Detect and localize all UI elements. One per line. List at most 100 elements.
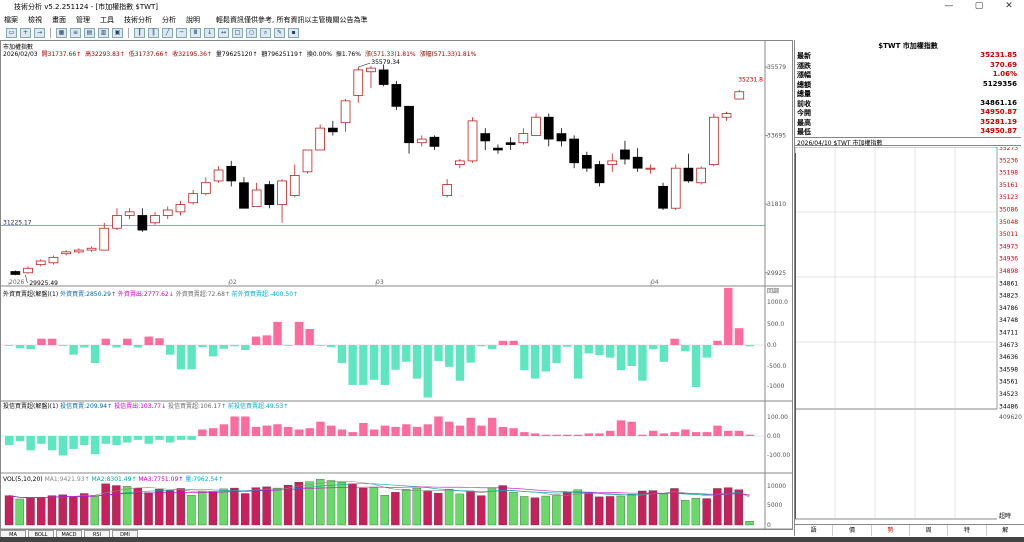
reference-label: 31225.17 — [3, 219, 32, 226]
candle-icon[interactable]: ┃ — [134, 27, 145, 38]
candle — [404, 105, 414, 144]
candle — [366, 67, 376, 73]
layout-3-icon[interactable]: ▣ — [112, 27, 123, 38]
quote-row: 總額 5129356 — [795, 80, 1021, 90]
pen-icon[interactable]: ✎ — [274, 27, 285, 38]
layout-2-icon[interactable]: ▥ — [98, 27, 109, 38]
chart-symbol-name: 市加權指數 — [3, 44, 34, 51]
maximize-button[interactable]: ▢ — [974, 1, 984, 11]
close-button[interactable]: ✕ — [1005, 1, 1013, 11]
volume-bar — [348, 483, 357, 526]
menu-tools[interactable]: 工具 — [100, 15, 114, 24]
foreign-bar — [348, 345, 357, 385]
foreign-bar — [595, 345, 604, 356]
volume-bar — [498, 485, 507, 526]
menu-screen[interactable]: 畫面 — [52, 15, 66, 24]
menu-analysis[interactable]: 分析 — [162, 15, 176, 24]
volume-bar — [552, 494, 561, 526]
save-icon[interactable]: ▪ — [288, 27, 299, 38]
window-icon[interactable]: ▭ — [6, 27, 17, 38]
month-label: 03 — [376, 279, 384, 286]
trust-bar — [165, 436, 175, 443]
quote-row-label: 最低 — [797, 128, 811, 136]
foreign-bar — [316, 345, 325, 346]
tab-price[interactable]: 價 — [833, 525, 872, 536]
intraday-axis-label: 34636 — [999, 354, 1018, 361]
chart-panel[interactable]: 市加權指數 2026/02/03 開31737.66↑ 高32293.83↑ 低… — [0, 40, 793, 530]
foreign-bar — [648, 345, 658, 350]
menu-manage[interactable]: 管理 — [76, 15, 90, 24]
minimize-button[interactable]: — — [944, 1, 954, 11]
window-title: 技術分析 v5.2.251124 - [市加權指數 $TWT] — [14, 2, 159, 11]
intraday-axis-label: 34861 — [999, 280, 1018, 287]
zoom-icon[interactable]: ⌕ — [260, 27, 271, 38]
candle — [632, 156, 643, 169]
foreign-bar — [273, 321, 282, 345]
layout-icon[interactable]: ▤ — [84, 27, 95, 38]
tab-week[interactable]: 周 — [910, 525, 949, 536]
foreign-bar — [26, 345, 35, 350]
volume-bar — [26, 497, 35, 526]
volume-bar — [423, 490, 432, 526]
high-pointer — [358, 62, 371, 68]
columns-icon[interactable]: Ⅲ — [190, 27, 201, 38]
foreign-bar — [455, 345, 465, 381]
candle — [645, 167, 656, 170]
quote-row-label: 前收 — [797, 99, 811, 108]
close-value: 收32195.36↑ — [172, 51, 212, 58]
bar-icon[interactable]: ║ — [148, 27, 159, 38]
tab-solve[interactable]: 解 — [987, 525, 1024, 536]
candle — [493, 147, 503, 151]
intraday-volume-label: 409620 — [999, 414, 1022, 421]
toolbar: ▭ + → ▦ ≡ ▤ ▥ ▣ ┃ ║ ╱ ─ Ⅲ ↓ ↔ □ ○ ⌕ ✎ ▪ — [0, 26, 1024, 39]
tab-trend[interactable]: 勢 — [872, 525, 910, 536]
trust-bar — [402, 424, 411, 436]
volume-bar — [659, 493, 668, 526]
quote-row-label: 漲幅 — [797, 71, 811, 79]
menu-tech-analysis[interactable]: 技術分析 — [124, 15, 152, 24]
tab-detail[interactable]: 語 — [795, 525, 834, 536]
arrow-right-icon[interactable]: → — [34, 27, 45, 38]
move-icon[interactable]: ↔ — [218, 27, 229, 38]
circle-icon[interactable]: ○ — [246, 27, 257, 38]
add-icon[interactable]: + — [20, 27, 31, 38]
chart-canvas[interactable]: 35579 33695 31810 29925 31225.17 35579.34 2992… — [1, 41, 792, 529]
list-icon[interactable]: ≡ — [70, 27, 81, 38]
foreign-bar — [638, 345, 647, 381]
intraday-chart[interactable]: 35273 35236 35198 35161 35123 35086 35048 35011… — [795, 147, 1024, 527]
quote-row-value: 34950.87 — [980, 127, 1017, 135]
menu-file[interactable]: 檔案 — [4, 15, 18, 24]
candle — [467, 120, 478, 162]
trust-bar — [670, 432, 679, 436]
menu-help[interactable]: 說明 — [186, 15, 200, 24]
volume-bar — [198, 491, 207, 526]
arrow-down-icon[interactable]: ↓ — [204, 27, 215, 38]
grid-icon[interactable]: ▦ — [56, 27, 67, 38]
rect-icon[interactable]: □ — [232, 27, 243, 38]
disclaimer-note: 輕鬆資訊僅供參考, 所有資訊以主管機關公告為準 — [216, 15, 368, 24]
foreign-bar — [713, 340, 722, 345]
volume-bar — [466, 490, 475, 526]
trust-bar — [391, 426, 400, 436]
tab-special[interactable]: 特 — [948, 525, 987, 536]
candle — [302, 149, 313, 173]
candle — [277, 180, 287, 205]
trust-bar — [316, 421, 325, 436]
foreign-bar — [284, 345, 293, 346]
line-icon[interactable]: ╱ — [162, 27, 173, 38]
trust-bar — [348, 432, 357, 436]
volume-bar — [337, 482, 346, 526]
trust-bar — [466, 417, 475, 436]
volume-bar — [69, 496, 78, 526]
foreign-axis-label: 1000.0 — [767, 299, 788, 306]
volume-bar — [240, 493, 250, 526]
hline-icon[interactable]: ─ — [176, 27, 187, 38]
menu-view[interactable]: 檢視 — [28, 15, 42, 24]
trust-bar — [273, 424, 282, 436]
trust-bar — [380, 425, 390, 436]
high-value: 高32293.83↑ — [85, 51, 125, 58]
foreign-bar — [80, 345, 89, 348]
intraday-axis-label: 34673 — [999, 342, 1018, 349]
trust-bar — [5, 436, 14, 446]
intraday-axis-label: 34486 — [999, 403, 1018, 410]
